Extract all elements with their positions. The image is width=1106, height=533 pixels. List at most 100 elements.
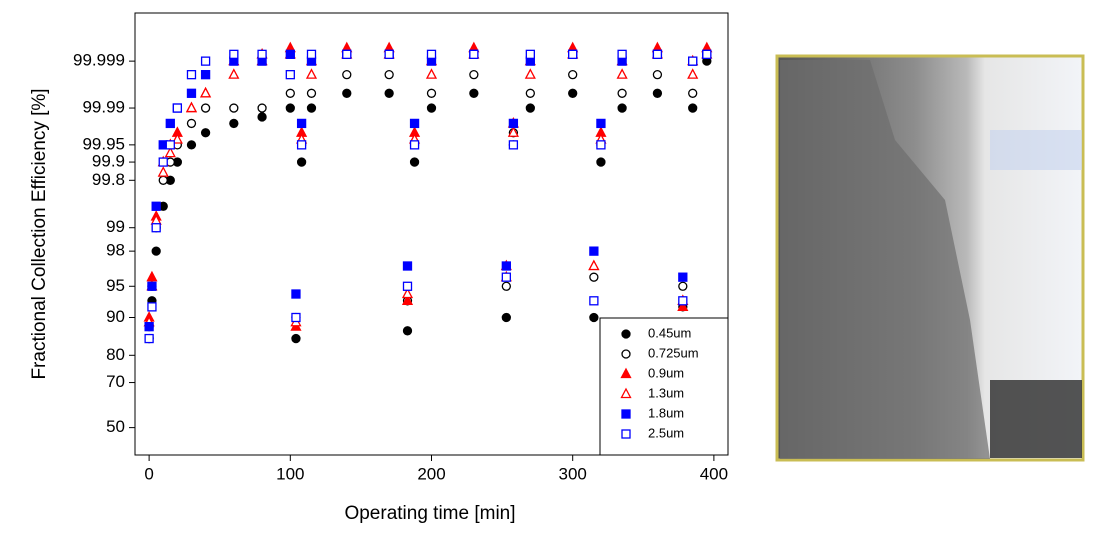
marker	[200, 103, 211, 113]
marker	[285, 103, 295, 113]
marker	[229, 49, 239, 59]
marker	[342, 49, 352, 59]
marker	[285, 49, 295, 59]
y-tick-label: 80	[106, 345, 125, 364]
marker	[469, 88, 479, 98]
marker	[185, 101, 198, 113]
marker	[151, 201, 161, 211]
marker	[568, 49, 578, 59]
data-points	[143, 41, 713, 344]
marker	[296, 157, 307, 167]
x-tick-label: 400	[700, 464, 728, 483]
marker	[401, 287, 414, 299]
marker	[678, 281, 688, 291]
marker	[426, 88, 437, 98]
marker	[425, 68, 438, 79]
marker	[617, 103, 627, 113]
y-tick-label: 99.95	[82, 134, 125, 153]
legend-box	[599, 317, 729, 456]
marker	[617, 49, 627, 59]
marker	[402, 326, 413, 336]
marker	[158, 175, 168, 185]
marker	[426, 103, 437, 113]
marker	[702, 49, 712, 59]
marker	[165, 140, 175, 150]
x-tick-label: 300	[559, 464, 587, 483]
legend-marker	[621, 429, 631, 439]
marker	[677, 300, 689, 312]
marker	[200, 86, 212, 98]
marker	[384, 49, 394, 59]
marker	[306, 49, 317, 59]
marker	[228, 68, 240, 79]
marker	[144, 333, 154, 344]
marker	[617, 88, 627, 98]
marker	[524, 68, 536, 79]
marker	[652, 70, 663, 80]
marker	[305, 68, 318, 79]
marker	[384, 70, 394, 80]
marker	[186, 70, 197, 80]
marker	[469, 49, 479, 59]
x-axis-label: Operating time [min]	[344, 503, 515, 524]
marker	[589, 296, 599, 306]
legend-marker	[621, 409, 631, 419]
y-tick-label: 99	[106, 217, 125, 236]
x-tick-label: 100	[276, 464, 304, 483]
legend-marker	[620, 367, 632, 379]
marker	[200, 56, 211, 66]
legend-label: 2.5um	[648, 425, 684, 440]
marker	[501, 281, 511, 291]
marker	[151, 246, 161, 256]
marker	[678, 296, 688, 306]
legend-label: 0.725um	[648, 345, 699, 360]
marker	[285, 88, 295, 98]
legend-label: 1.8um	[648, 405, 684, 420]
marker	[342, 88, 352, 98]
y-tick-label: 95	[106, 276, 125, 295]
marker	[596, 140, 606, 150]
marker	[157, 166, 169, 177]
marker	[501, 261, 511, 271]
y-tick-label: 90	[106, 307, 125, 326]
y-tick-label: 99.9	[92, 152, 125, 171]
marker	[588, 259, 600, 271]
marker	[200, 128, 211, 138]
marker	[568, 70, 578, 80]
marker	[146, 270, 158, 282]
marker	[165, 118, 175, 129]
marker	[285, 70, 295, 80]
marker	[568, 88, 578, 98]
marker	[200, 70, 211, 80]
y-axis-label: Fractional Collection Efficiency [%]	[29, 88, 50, 379]
y-tick-label: 99.99	[82, 98, 125, 117]
marker	[164, 146, 176, 158]
marker	[296, 140, 307, 150]
marker	[147, 302, 157, 312]
y-tick-label: 70	[106, 372, 125, 391]
x-tick-label: 200	[417, 464, 445, 483]
marker	[409, 140, 420, 150]
marker	[688, 88, 698, 98]
marker	[257, 112, 267, 122]
marker	[616, 68, 628, 79]
marker	[147, 281, 157, 291]
marker	[409, 157, 420, 167]
photo	[775, 54, 1085, 462]
legend-marker	[620, 387, 632, 399]
y-tick-label: 99.8	[92, 170, 125, 189]
marker	[172, 103, 183, 113]
marker	[678, 272, 688, 282]
marker	[342, 70, 352, 80]
marker	[652, 49, 663, 59]
marker	[409, 118, 420, 129]
marker	[589, 272, 599, 282]
marker	[525, 49, 535, 59]
legend-label: 0.9um	[648, 365, 684, 380]
legend-marker	[621, 349, 631, 359]
marker	[525, 103, 535, 113]
marker	[291, 289, 301, 299]
marker	[144, 322, 154, 332]
marker	[384, 88, 394, 98]
